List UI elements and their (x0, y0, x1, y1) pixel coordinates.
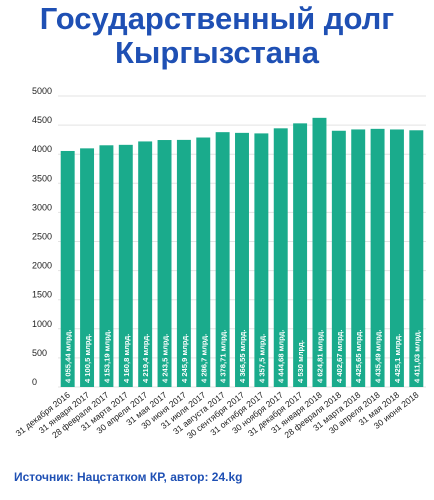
y-tick-label-2: 1000 (32, 319, 52, 329)
y-tick-label-5: 2500 (32, 232, 52, 242)
bar-value-label-18: 4 411,03 млрд. (412, 330, 421, 383)
bar-15 (351, 129, 366, 387)
y-tick-label-4: 2000 (32, 261, 52, 271)
bar-5 (157, 140, 172, 387)
bar-16 (370, 128, 385, 387)
bar-value-label-9: 4 366,55 млрд. (238, 330, 247, 384)
bar-value-label-4: 4 219,4 млрд. (141, 334, 150, 383)
bar-11 (273, 128, 288, 387)
y-tick-label-9: 4500 (32, 115, 52, 125)
bar-value-label-2: 4 153,19 млрд. (102, 330, 111, 384)
bar-4 (138, 141, 153, 387)
y-tick-label-8: 4000 (32, 144, 52, 154)
bar-10 (254, 133, 269, 387)
bar-chart: 0 500 1000 1500 2000 2500 3000 3500 4000 4500 5000… (14, 86, 426, 441)
bar-14 (331, 130, 346, 388)
bar-1 (80, 148, 95, 387)
bar-value-label-13: 4 624,81 млрд. (315, 330, 324, 384)
y-tick-label-0: 0 (32, 377, 37, 387)
bar-7 (196, 137, 211, 387)
bar-value-label-8: 4 378,71 млрд. (219, 330, 228, 384)
bar-13 (312, 117, 327, 387)
bar-2 (99, 145, 114, 387)
bar-0 (60, 150, 75, 387)
chart-title-line1: Государственный долг (39, 1, 395, 36)
y-tick-label-7: 3500 (32, 173, 52, 183)
chart-title: Государственный долг Кыргызстана (0, 2, 434, 70)
bar-value-label-11: 4 444,68 млрд. (277, 330, 286, 384)
bar-value-label-5: 4 243,5 млрд. (161, 334, 170, 383)
bar-value-label-1: 4 100,5 млрд. (83, 334, 92, 383)
y-tick-label-3: 1500 (32, 290, 52, 300)
bar-value-label-12: 4 530 млрд. (296, 340, 305, 383)
bar-9 (235, 132, 249, 387)
bar-value-label-10: 4 357,5 млрд. (257, 334, 266, 383)
chart-title-line2: Кыргызстана (115, 35, 319, 70)
bar-6 (176, 139, 191, 387)
source-note: Источник: Нацстатком КР, автор: 24.kg (14, 470, 243, 484)
bar-value-label-17: 4 425,1 млрд. (393, 334, 402, 383)
bar-12 (293, 123, 308, 387)
bar-value-label-6: 4 245,9 млрд. (180, 334, 189, 383)
y-tick-label-1: 500 (32, 348, 47, 358)
bar-18 (409, 130, 424, 387)
bar-value-label-7: 4 286,7 млрд. (199, 334, 208, 383)
y-tick-label-6: 3000 (32, 202, 52, 212)
bar-8 (215, 132, 230, 387)
bar-value-label-14: 4 402,67 млрд. (335, 330, 344, 384)
bar-17 (389, 129, 404, 388)
bar-value-label-16: 4 435,49 млрд. (374, 330, 383, 384)
bar-value-label-3: 4 160,8 млрд. (122, 334, 131, 383)
bar-value-label-0: 4 055,44 млрд. (64, 330, 73, 384)
y-tick-label-10: 5000 (32, 86, 52, 96)
bar-value-label-15: 4 425,65 млрд. (354, 330, 363, 384)
bar-3 (118, 144, 133, 387)
